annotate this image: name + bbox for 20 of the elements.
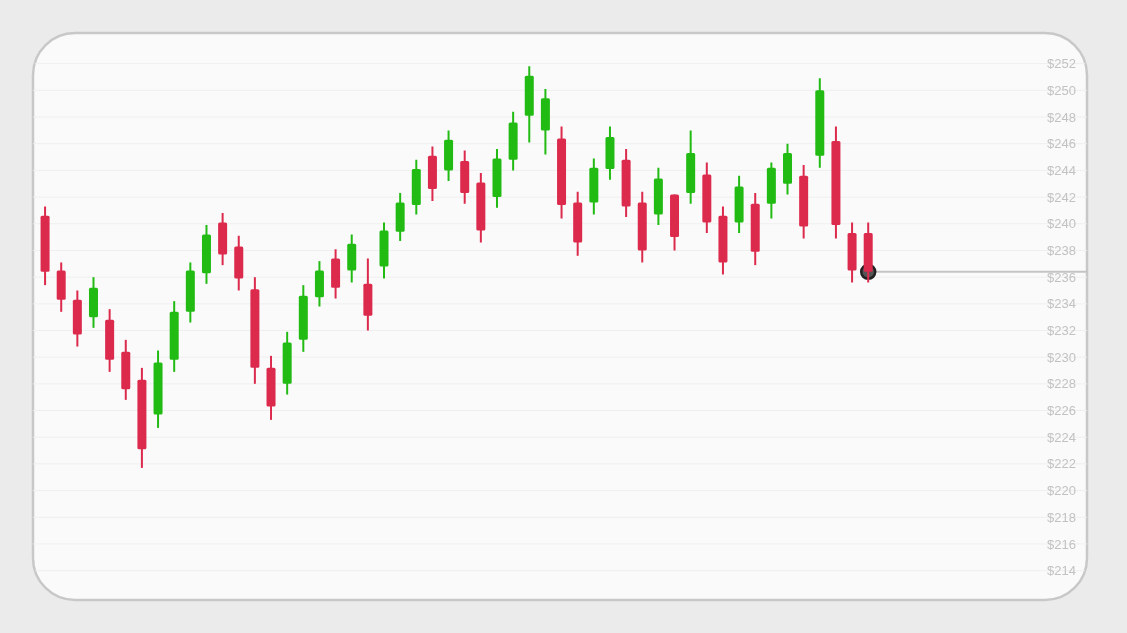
y-tick-label: $238 xyxy=(1047,243,1076,259)
y-tick-label: $230 xyxy=(1047,349,1076,365)
y-tick-label: $248 xyxy=(1047,109,1076,125)
y-tick-label: $218 xyxy=(1047,509,1076,525)
y-tick-label: $234 xyxy=(1047,296,1076,312)
y-tick-label: $220 xyxy=(1047,483,1076,499)
y-tick-label: $250 xyxy=(1047,82,1076,98)
y-tick-label: $224 xyxy=(1047,429,1076,445)
y-tick-label: $236 xyxy=(1047,269,1076,285)
y-tick-label: $252 xyxy=(1047,56,1076,72)
y-tick-label: $244 xyxy=(1047,162,1076,178)
y-tick-label: $246 xyxy=(1047,136,1076,152)
y-tick-label: $216 xyxy=(1047,536,1076,552)
y-tick-label: $214 xyxy=(1047,563,1076,579)
y-tick-label: $222 xyxy=(1047,456,1076,472)
y-tick-label: $240 xyxy=(1047,216,1076,232)
y-tick-label: $228 xyxy=(1047,376,1076,392)
y-tick-label: $226 xyxy=(1047,403,1076,419)
y-tick-label: $232 xyxy=(1047,323,1076,339)
y-tick-label: $242 xyxy=(1047,189,1076,205)
